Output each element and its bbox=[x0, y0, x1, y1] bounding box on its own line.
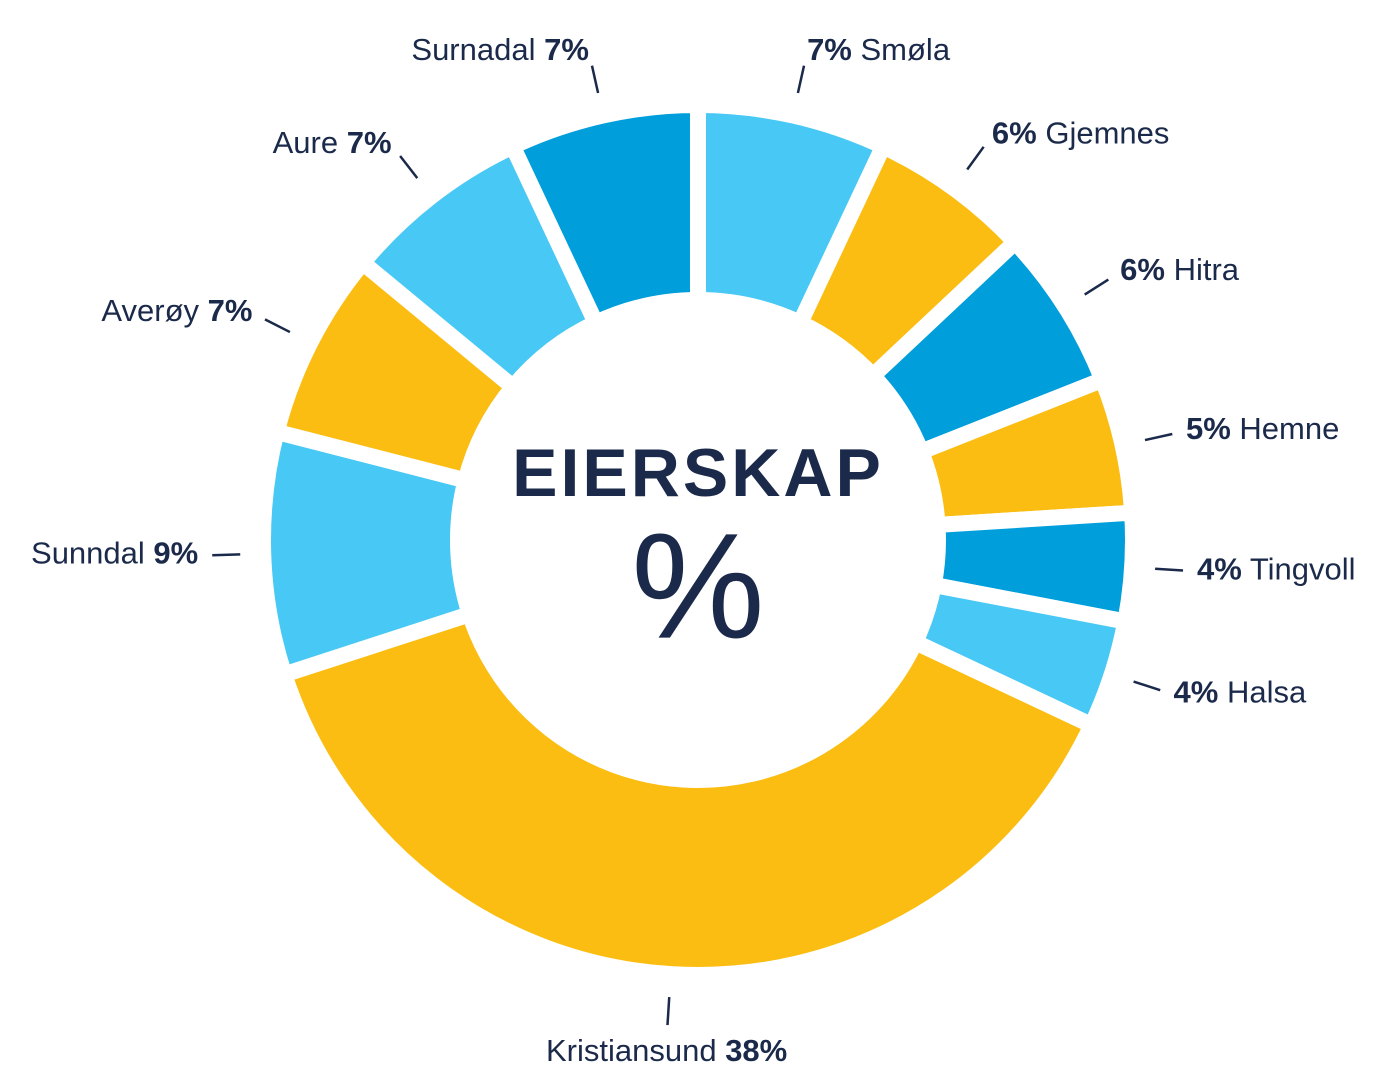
leader-line bbox=[264, 318, 291, 334]
value-label: 4% bbox=[1174, 675, 1219, 710]
leader-line bbox=[796, 65, 806, 94]
leader-line bbox=[1155, 567, 1184, 572]
donut-slice bbox=[274, 604, 1103, 983]
category-name: Hitra bbox=[1174, 252, 1240, 287]
category-name: Averøy bbox=[101, 293, 199, 328]
category-name: Aure bbox=[273, 125, 338, 160]
value-label: 4% bbox=[1197, 552, 1242, 587]
data-label: 6% Hitra bbox=[1120, 252, 1240, 287]
value-label: 6% bbox=[1120, 252, 1165, 287]
category-name: Halsa bbox=[1227, 675, 1307, 710]
leader-line bbox=[666, 997, 671, 1026]
data-label: 6% Gjemnes bbox=[992, 116, 1169, 151]
value-label: 7% bbox=[347, 125, 392, 160]
leader-line bbox=[399, 155, 419, 179]
data-label: Sunndal 9% bbox=[31, 536, 198, 571]
value-label: 7% bbox=[807, 32, 852, 67]
center-title: EIERSKAP bbox=[512, 435, 884, 511]
value-label: 38% bbox=[725, 1033, 787, 1066]
data-label: 7% Smøla bbox=[807, 32, 951, 67]
category-name: Sunndal bbox=[31, 536, 145, 571]
data-label: Kristiansund 38% bbox=[546, 1033, 787, 1066]
value-label: 9% bbox=[153, 536, 198, 571]
leader-line bbox=[590, 65, 600, 94]
category-name: Hemne bbox=[1239, 411, 1339, 446]
data-label: 5% Hemne bbox=[1186, 411, 1339, 446]
data-label: Aure 7% bbox=[273, 125, 392, 160]
data-label: 4% Tingvoll bbox=[1197, 552, 1356, 587]
value-label: 6% bbox=[992, 116, 1037, 151]
category-name: Kristiansund bbox=[546, 1033, 717, 1066]
leader-line bbox=[966, 146, 985, 171]
category-name: Tingvoll bbox=[1250, 552, 1356, 587]
data-label: 4% Halsa bbox=[1174, 675, 1307, 710]
data-label: Surnadal 7% bbox=[411, 32, 589, 67]
category-name: Smøla bbox=[861, 32, 951, 67]
category-name: Gjemnes bbox=[1045, 116, 1169, 151]
value-label: 7% bbox=[544, 32, 589, 67]
donut-slice bbox=[502, 96, 706, 334]
leader-line bbox=[1084, 278, 1110, 296]
leader-line bbox=[212, 553, 241, 557]
value-label: 5% bbox=[1186, 411, 1231, 446]
center-label: % bbox=[631, 502, 764, 670]
value-label: 7% bbox=[208, 293, 253, 328]
category-name: Surnadal bbox=[411, 32, 535, 67]
leader-line bbox=[1133, 680, 1161, 692]
leader-line bbox=[1144, 432, 1173, 442]
data-label: Averøy 7% bbox=[101, 293, 252, 328]
